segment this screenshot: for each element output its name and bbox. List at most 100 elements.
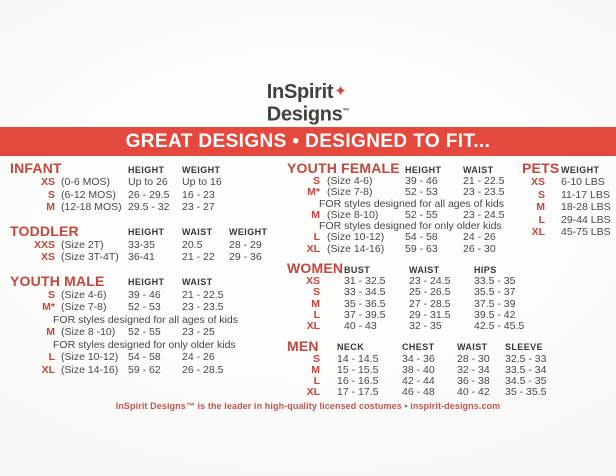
- fit-note: FOR styles designed for only older kids: [319, 220, 502, 233]
- cell-value: 37.5 - 39: [474, 297, 516, 310]
- cell-value: 33 - 34.5: [344, 286, 386, 299]
- cell-value: 39 - 46: [128, 288, 161, 301]
- section-youth-male: YOUTH MALE HEIGHT WAIST S (Size 4-6) 39 - 46 2…: [10, 273, 282, 377]
- column-header: NECK: [337, 342, 365, 353]
- column-header: WAIST: [182, 277, 213, 287]
- size-label: M: [536, 201, 545, 213]
- size-description: (12-18 MOS): [61, 201, 122, 213]
- cell-value: 24 - 26: [463, 231, 496, 244]
- section-header-men: MEN NECK CHEST WAIST SLEEVE: [287, 338, 543, 354]
- sparkle-star-icon: ✦: [334, 83, 347, 100]
- cell-value: 34 - 36: [402, 352, 435, 365]
- cell-value: 14 - 14.5: [337, 352, 379, 365]
- fit-note-row: FOR styles designed for all ages of kids: [10, 314, 282, 327]
- cell-value: 52 - 53: [405, 186, 438, 199]
- section-header-infant: INFANT HEIGHT WEIGHT: [10, 160, 282, 176]
- size-label: S: [47, 188, 55, 201]
- table-row: XL (Size 14-16) 59 - 63 26 - 30: [287, 242, 522, 255]
- column-header: HEIGHT: [128, 227, 165, 237]
- cell-value: 33-35: [128, 238, 155, 251]
- size-description: (Size 8-10): [327, 208, 379, 221]
- cell-value: 16 - 16.5: [337, 375, 379, 388]
- size-label: XL: [41, 363, 55, 376]
- cell-value: 40 - 43: [344, 320, 377, 333]
- size-label: S: [312, 352, 320, 365]
- cell-value: 39.5 - 42: [474, 308, 516, 321]
- cell-value: 21 - 22: [182, 251, 215, 263]
- table-row: S 11-17 LBS: [522, 189, 616, 202]
- table-row: XL (Size 14-16) 59 - 62 26 - 28.5: [10, 364, 282, 377]
- size-label: M: [311, 208, 320, 221]
- section-header-pets: PETS WEIGHT: [522, 160, 616, 176]
- size-label: XS: [530, 176, 545, 188]
- size-label: M*: [307, 186, 320, 199]
- headline-banner: GREAT DESIGNS • DESIGNED TO FIT...: [0, 127, 616, 156]
- cell-value: 26 - 30: [463, 242, 496, 255]
- table-row: M 18-28 LBS: [522, 201, 616, 214]
- table-row: S 14 - 14.5 34 - 36 28 - 30 32.5 - 33: [287, 352, 546, 365]
- size-description: (Size 7-8): [327, 186, 373, 199]
- size-label: S: [47, 288, 55, 301]
- cell-value: 17 - 17.5: [337, 386, 379, 399]
- cell-value: 59 - 62: [128, 363, 161, 376]
- cell-value: 32 - 34: [457, 363, 490, 376]
- section-header-youth_male: YOUTH MALE HEIGHT WAIST: [10, 273, 282, 289]
- size-label: XS: [40, 176, 55, 188]
- cell-value: 46 - 48: [402, 386, 435, 399]
- size-label: XS: [40, 251, 55, 263]
- cell-value: 54 - 58: [128, 351, 161, 363]
- table-row: S (6-12 MOS) 26 - 29.5 16 - 23: [10, 189, 282, 202]
- size-description: (Size 3T-4T): [61, 251, 119, 263]
- cell-value: 28 - 29: [229, 238, 262, 251]
- table-row: M (Size 8-10) 52 - 55 23 - 24.5: [287, 208, 522, 221]
- cell-value: 34.5 - 35: [505, 375, 547, 388]
- table-row: M (Size 8 -10) 52 - 55 23 - 25: [10, 326, 282, 339]
- column-header: HEIGHT: [405, 164, 442, 175]
- section-title-women: WOMEN: [287, 260, 344, 277]
- cell-value: 37 - 39.5: [344, 308, 386, 321]
- section-title-infant: INFANT: [10, 160, 62, 176]
- cell-value: Up to 26: [128, 176, 168, 188]
- fit-note: FOR styles designed for all ages of kids: [53, 313, 239, 326]
- cell-value: 15 - 15.5: [337, 363, 379, 376]
- table-row: XS (Size 3T-4T) 36-41 21 - 22 29 - 36: [10, 251, 282, 264]
- cell-value: 35 - 36.5: [344, 297, 386, 310]
- table-row: S (Size 4-6) 39 - 46 21 - 22.5: [10, 289, 282, 302]
- brand-name-bottom: Designs: [266, 103, 343, 126]
- cell-value: 23 - 25: [182, 326, 215, 338]
- section-header-toddler: TODDLER HEIGHT WAIST WEIGHT: [10, 223, 282, 239]
- size-label: L: [48, 351, 55, 363]
- size-label: S: [312, 175, 320, 187]
- fit-note: FOR styles designed for all ages of kids: [319, 197, 505, 210]
- table-row: XS 31 - 32.5 23 - 24.5 33.5 - 35: [287, 275, 522, 287]
- table-row: XXS (Size 2T) 33-35 20.5 28 - 29: [10, 239, 282, 252]
- cell-value: 36-41: [128, 251, 155, 263]
- cell-value: 54 - 58: [405, 231, 438, 244]
- size-label: S: [312, 286, 320, 299]
- cell-value: 33.5 - 34: [505, 363, 547, 376]
- table-row: L 37 - 39.5 29 - 31.5 39.5 - 42: [287, 308, 522, 321]
- size-label: M*: [42, 301, 55, 313]
- cell-value: 52 - 55: [405, 208, 438, 221]
- size-label: L: [538, 213, 545, 226]
- column-header: WAIST: [182, 227, 213, 237]
- section-pets: PETS WEIGHT XS 6-10 LBS S 11-17 LBS M 18-28 LBS…: [522, 160, 616, 239]
- table-row: L (Size 10-12) 54 - 58 24 - 26: [10, 351, 282, 364]
- size-label: L: [313, 375, 320, 388]
- size-label: XL: [306, 386, 320, 399]
- section-title-toddler: TODDLER: [10, 222, 79, 239]
- cell-value: 38 - 40: [402, 363, 435, 376]
- cell-value: 52 - 55: [128, 326, 161, 338]
- brand-logo-line2: Designs™: [266, 103, 350, 126]
- cell-value: 52 - 53: [128, 301, 161, 313]
- size-description: (Size 14-16): [61, 363, 119, 376]
- cell-value: 39 - 46: [405, 175, 438, 187]
- section-toddler: TODDLER HEIGHT WAIST WEIGHT XXS (Size 2T) 33-3…: [10, 223, 282, 264]
- section-header-youth_female: YOUTH FEMALE HEIGHT WAIST: [287, 160, 522, 176]
- table-row: M* (Size 7-8) 52 - 53 23 - 23.5: [10, 301, 282, 314]
- section-infant: INFANT HEIGHT WEIGHT XS (0-6 MOS) Up to 26 Up …: [10, 160, 282, 214]
- table-row: S (Size 4-6) 39 - 46 21 - 22.5: [287, 175, 522, 187]
- cell-value: 21 - 22.5: [463, 175, 505, 187]
- column-right: PETS WEIGHT XS 6-10 LBS S 11-17 LBS M 18-28 LBS…: [522, 160, 616, 248]
- cell-value: 21 - 22.5: [182, 288, 224, 301]
